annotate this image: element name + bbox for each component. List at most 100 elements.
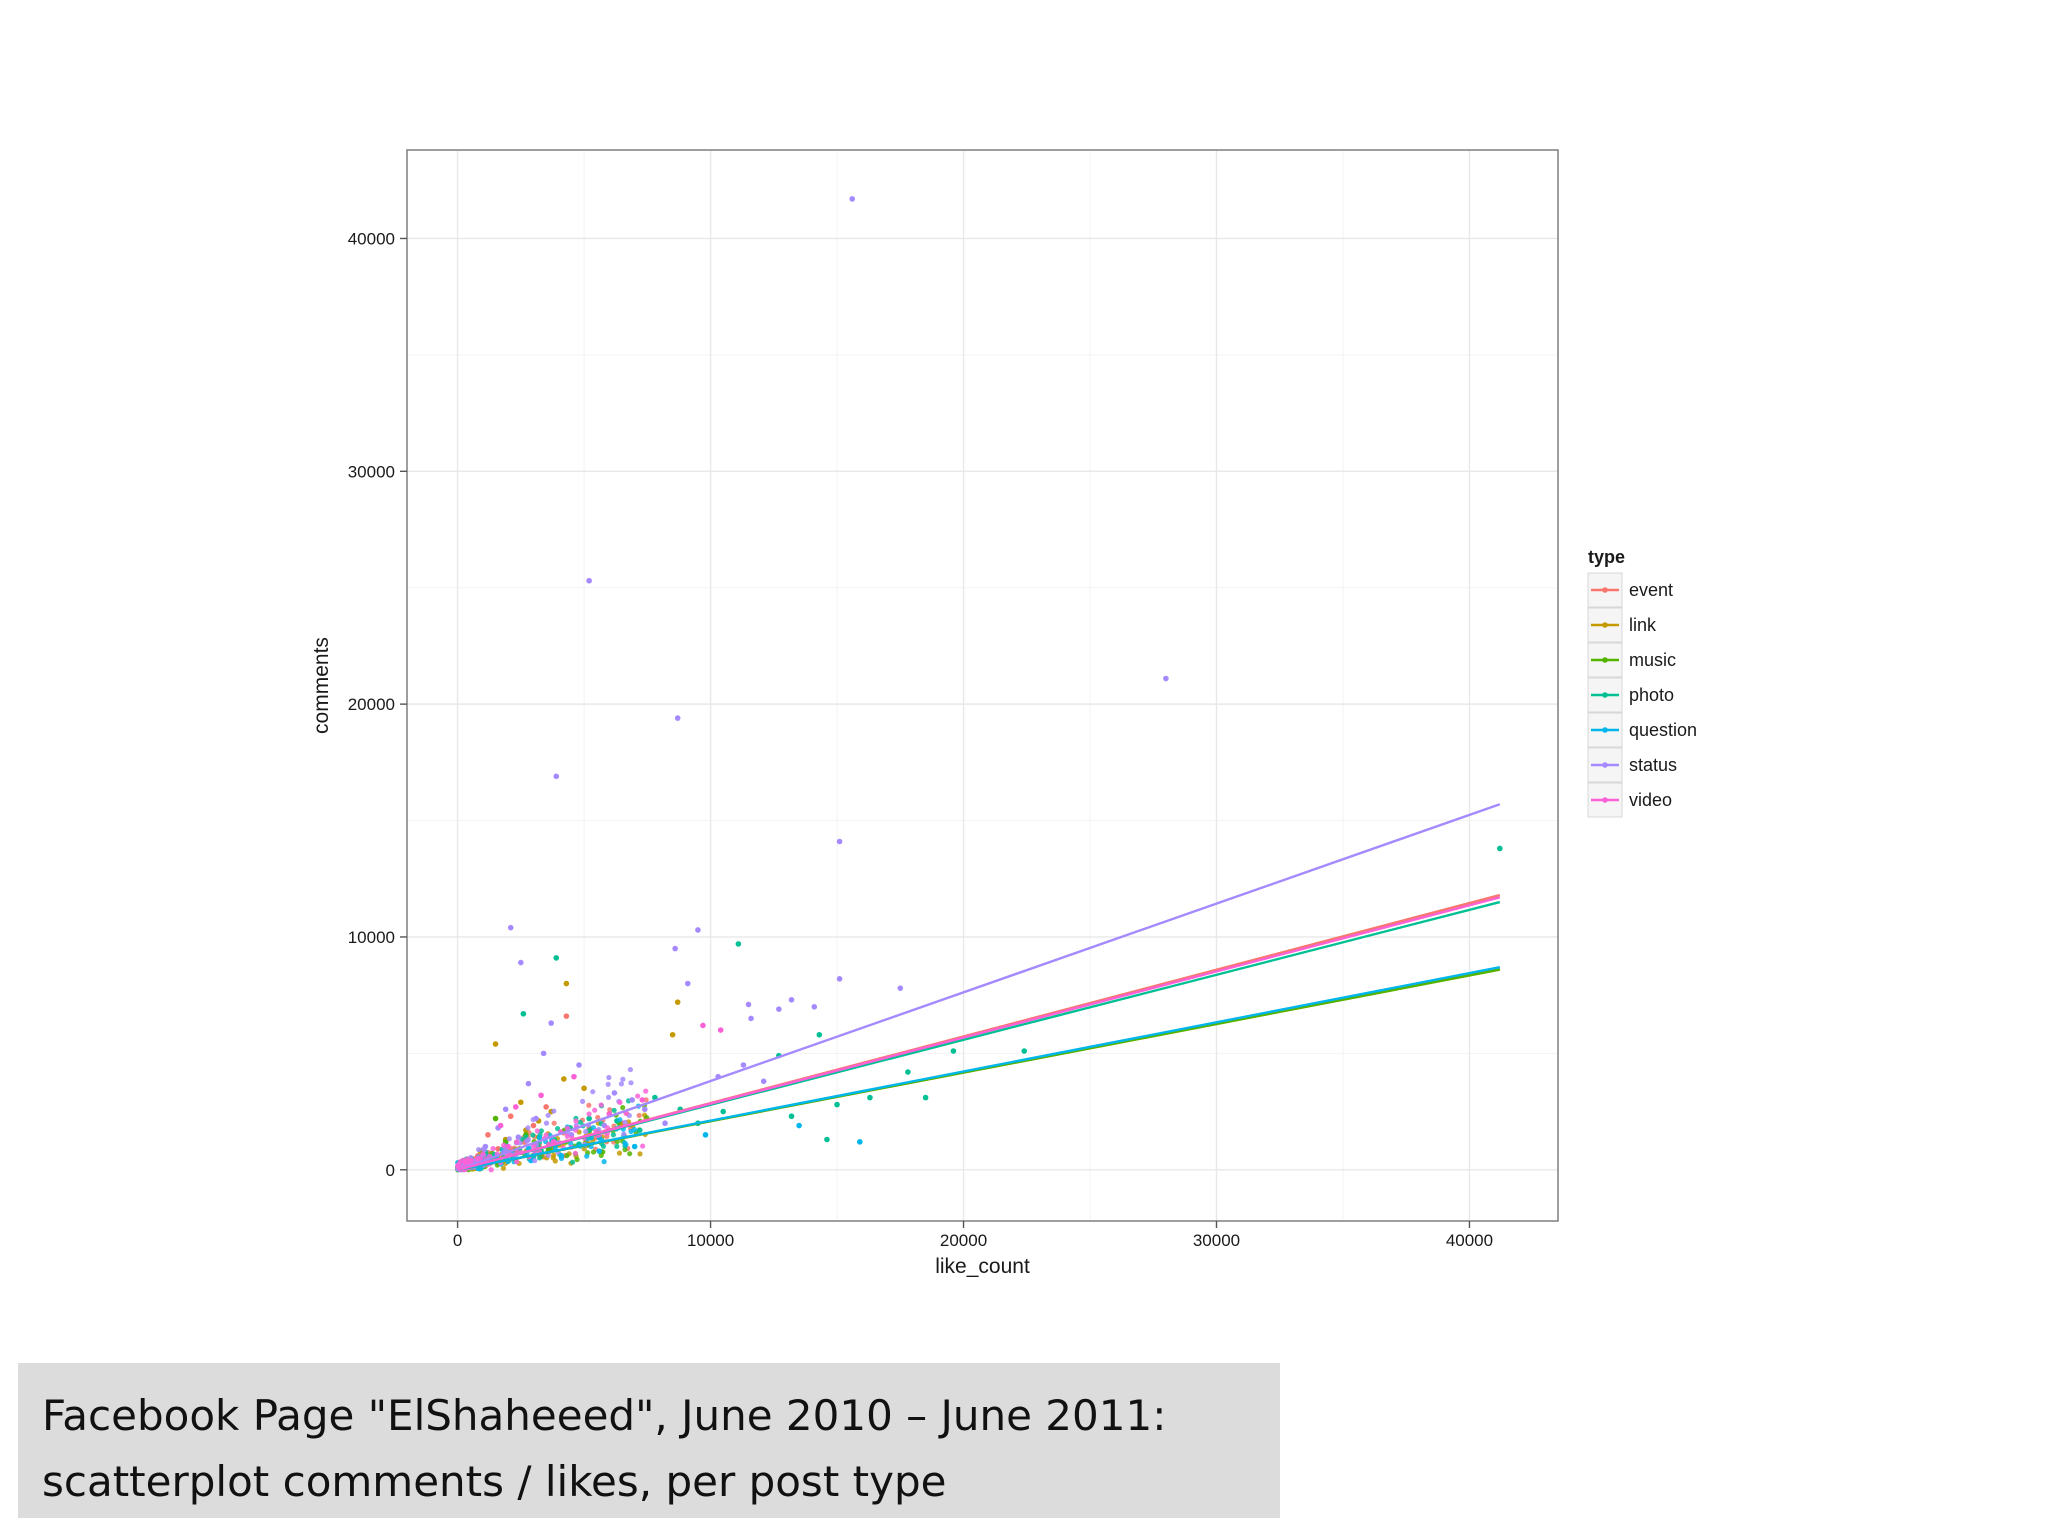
- point-event-cloud: [636, 1112, 642, 1119]
- point-status-cloud: [545, 1112, 551, 1118]
- legend-label-video: video: [1629, 790, 1672, 810]
- point-status: [553, 773, 560, 780]
- point-status: [695, 927, 701, 933]
- point-status: [836, 838, 843, 845]
- point-status: [684, 980, 691, 987]
- point-link: [669, 1031, 676, 1038]
- point-status: [745, 1001, 752, 1008]
- point-music-cloud: [564, 1153, 570, 1159]
- point-status: [515, 1134, 522, 1140]
- point-status-cloud: [605, 1081, 611, 1087]
- point-music: [492, 1115, 499, 1122]
- point-video-cloud: [514, 1139, 520, 1145]
- point-status-cloud: [506, 1136, 512, 1142]
- legend-label-status: status: [1629, 755, 1677, 775]
- point-photo: [1497, 845, 1503, 852]
- x-tick-label: 40000: [1446, 1231, 1493, 1250]
- point-question: [596, 1148, 603, 1154]
- legend-label-music: music: [1629, 650, 1676, 670]
- point-question-cloud: [622, 1140, 628, 1146]
- point-status-cloud: [524, 1138, 530, 1144]
- point-photo-cloud: [577, 1119, 583, 1125]
- legend-title: type: [1588, 547, 1625, 567]
- point-video-cloud: [564, 1133, 570, 1139]
- point-photo-cloud: [538, 1128, 544, 1134]
- point-music-cloud: [620, 1104, 626, 1111]
- point-question-cloud: [617, 1117, 623, 1123]
- legend-label-link: link: [1629, 615, 1657, 635]
- point-event-cloud: [551, 1120, 557, 1126]
- y-tick-label: 20000: [348, 695, 395, 714]
- point-link-cloud: [552, 1158, 558, 1164]
- point-video-cloud: [514, 1159, 520, 1165]
- point-status-cloud: [545, 1152, 551, 1158]
- point-question-cloud: [475, 1166, 481, 1172]
- point-event-cloud: [595, 1114, 601, 1121]
- point-status: [836, 976, 843, 982]
- point-link-cloud: [551, 1152, 557, 1158]
- point-video-cloud: [598, 1102, 604, 1108]
- caption-line-2: scatterplot comments / likes, per post t…: [42, 1457, 947, 1506]
- point-video-cloud: [534, 1128, 540, 1134]
- point-link: [674, 999, 681, 1005]
- caption-line-1: Facebook Page "ElShaheeed", June 2010 – …: [42, 1391, 1167, 1440]
- legend-dot-video: [1602, 797, 1608, 803]
- point-photo-cloud: [570, 1159, 576, 1165]
- point-video-cloud: [635, 1093, 641, 1099]
- point-event: [530, 1122, 537, 1129]
- fit-line-status: [457, 803, 1501, 1171]
- point-photo: [520, 1010, 527, 1017]
- axes-layer: 0 10000 20000 30000 40000 0 10000 20000 30000 400…: [348, 229, 1493, 1250]
- point-video: [538, 1092, 544, 1099]
- point-question-cloud: [601, 1158, 607, 1165]
- point-status-cloud: [622, 1119, 628, 1125]
- x-tick-label: 10000: [687, 1231, 734, 1250]
- point-photo: [950, 1048, 957, 1054]
- point-link: [581, 1085, 587, 1092]
- point-status: [540, 1050, 547, 1057]
- point-photo: [553, 955, 560, 961]
- point-status: [482, 1143, 489, 1150]
- point-link: [492, 1041, 499, 1047]
- point-status-cloud: [621, 1131, 627, 1137]
- point-video: [639, 1097, 646, 1103]
- point-status-cloud: [620, 1076, 626, 1082]
- point-status-cloud: [590, 1089, 596, 1095]
- point-photo: [586, 1115, 592, 1122]
- point-status: [629, 1097, 635, 1103]
- point-music-cloud: [590, 1149, 597, 1155]
- point-video: [717, 1027, 724, 1033]
- legend-dot-music: [1602, 657, 1608, 663]
- point-status-cloud: [532, 1158, 538, 1164]
- point-question-cloud: [628, 1128, 634, 1135]
- point-photo-cloud: [614, 1143, 620, 1149]
- point-photo-cloud: [536, 1155, 543, 1161]
- point-photo: [788, 1113, 795, 1120]
- point-video: [571, 1073, 577, 1080]
- legend-dot-question: [1602, 727, 1608, 733]
- point-question: [796, 1122, 802, 1129]
- point-photo-cloud: [530, 1132, 536, 1138]
- point-question: [558, 1153, 565, 1159]
- point-status-cloud: [606, 1074, 612, 1081]
- y-tick-label: 40000: [348, 229, 395, 248]
- point-status-cloud: [605, 1094, 612, 1100]
- point-video-cloud: [488, 1167, 494, 1173]
- legend-label-photo: photo: [1629, 685, 1674, 705]
- x-tick-label: 0: [453, 1231, 462, 1250]
- point-status: [748, 1015, 754, 1022]
- point-photo: [905, 1069, 911, 1075]
- point-photo-cloud: [554, 1125, 561, 1132]
- legend-dot-event: [1602, 587, 1608, 593]
- point-video-cloud: [460, 1157, 466, 1163]
- legend-label-event: event: [1629, 580, 1673, 600]
- point-question-cloud: [584, 1153, 590, 1159]
- point-photo: [816, 1031, 823, 1038]
- legend: type event link music photo question status vi…: [1587, 547, 1697, 818]
- point-status-cloud: [627, 1066, 633, 1073]
- grid-layer: [407, 150, 1558, 1221]
- point-photo-cloud: [611, 1107, 617, 1113]
- point-video-cloud: [480, 1151, 486, 1157]
- point-photo: [824, 1136, 830, 1143]
- point-photo: [735, 941, 742, 947]
